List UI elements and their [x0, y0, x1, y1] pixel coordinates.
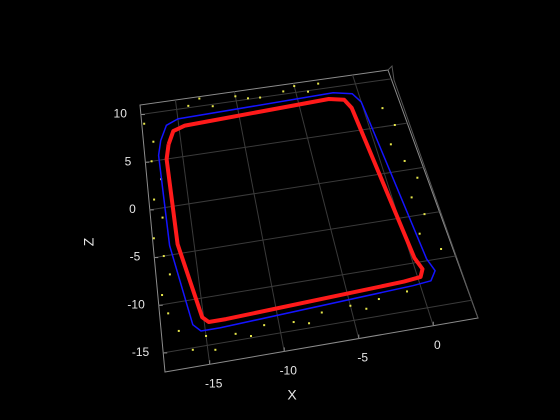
point: [152, 237, 155, 240]
point: [191, 348, 194, 351]
x-tick-label: -10: [280, 364, 298, 378]
point: [167, 312, 170, 315]
point: [292, 321, 295, 324]
axes-back-wall: [387, 64, 479, 319]
z-tick-label: 5: [125, 154, 132, 168]
trajectory: [157, 92, 436, 332]
x-tick-label: -5: [357, 351, 368, 365]
point: [198, 97, 201, 100]
point: [263, 324, 266, 327]
point: [168, 273, 171, 276]
x-axis-label: X: [287, 387, 297, 403]
point: [177, 329, 180, 332]
point: [416, 176, 419, 179]
point: [205, 334, 208, 337]
point: [150, 160, 153, 163]
point: [162, 255, 165, 258]
point: [381, 107, 384, 110]
point: [320, 311, 323, 314]
point: [410, 196, 413, 199]
grid-line: [163, 299, 472, 354]
point: [389, 143, 392, 146]
z-tick-label: -15: [132, 345, 150, 359]
point: [143, 122, 146, 125]
point: [187, 104, 190, 107]
z-tick-label: 0: [129, 202, 136, 216]
point: [259, 96, 262, 99]
x-tick-label: 0: [434, 338, 441, 352]
point: [153, 198, 156, 201]
z-tick-label: -5: [130, 250, 141, 264]
point: [214, 348, 217, 351]
point: [234, 332, 237, 335]
point: [365, 307, 368, 310]
point: [246, 97, 249, 100]
point: [393, 124, 396, 127]
point: [152, 140, 155, 143]
z-tick-label: -10: [127, 297, 145, 311]
point: [349, 304, 352, 307]
point: [282, 90, 285, 93]
grid-line: [145, 122, 408, 163]
point: [211, 105, 214, 108]
point: [377, 298, 380, 301]
z-axis-label: Z: [81, 237, 97, 246]
grid-line: [154, 211, 440, 259]
trajectory: [164, 97, 425, 324]
point: [293, 85, 296, 88]
point: [440, 247, 443, 250]
x-tick-label: -15: [205, 376, 223, 390]
point: [307, 90, 310, 93]
grid-line: [293, 83, 360, 339]
point: [423, 213, 426, 216]
point: [161, 216, 164, 219]
point: [250, 335, 253, 338]
point: [161, 294, 164, 297]
point: [234, 95, 237, 98]
z-tick-label: 10: [114, 107, 128, 121]
grid-line: [140, 78, 392, 116]
point: [406, 290, 409, 293]
point: [317, 82, 320, 85]
point: [403, 159, 406, 162]
point: [308, 322, 311, 325]
point: [418, 232, 421, 235]
grid-line: [158, 255, 456, 306]
